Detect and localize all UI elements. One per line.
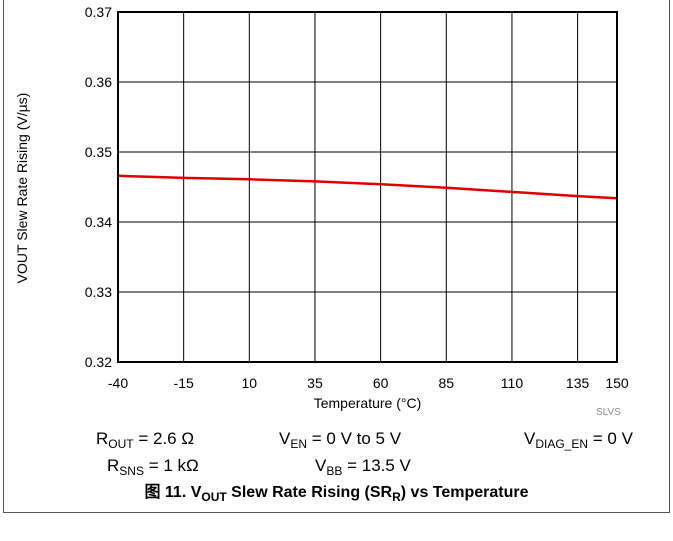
condition-vdiag-value: = 0 V [588, 429, 633, 448]
plot-area-frame [117, 11, 618, 363]
condition-rsns-subscript: SNS [119, 464, 144, 478]
condition-rout-subscript: OUT [108, 437, 134, 451]
condition-vbb-symbol: V [315, 456, 327, 475]
condition-ven: VEN = 0 V to 5 V [279, 429, 402, 451]
chart-canvas: 0.32 0.33 0.34 0.35 0.36 0.37 -40 -15 10 35 60 85 1… [85, 4, 629, 411]
y-tick-label: 0.32 [85, 354, 112, 370]
y-tick-label: 0.36 [85, 74, 112, 90]
condition-ven-subscript: EN [290, 437, 308, 451]
x-tick-labels: -40 -15 10 35 60 85 110 135 150 [108, 375, 629, 391]
y-tick-label: 0.34 [85, 214, 112, 230]
x-tick-label: -15 [174, 375, 194, 391]
caption-subscript-out: OUT [201, 490, 227, 504]
condition-rout-value: = 2.6 Ω [133, 429, 195, 448]
x-tick-label: -40 [108, 375, 128, 391]
x-tick-label: 35 [307, 375, 323, 391]
caption-suffix: ) vs Temperature [400, 484, 529, 501]
x-tick-label: 60 [373, 375, 389, 391]
figure-frame-right [669, 0, 670, 513]
x-tick-label: 135 [566, 375, 590, 391]
condition-rsns-symbol: R [107, 456, 120, 475]
chart-grid [118, 12, 617, 362]
condition-vdiag-subscript: DIAG_EN [535, 437, 589, 451]
condition-rsns: RSNS = 1 kΩ [107, 456, 199, 478]
y-axis-label: VOUT Slew Rate Rising (V/µs) [14, 92, 30, 284]
caption-subscript-r: R [392, 490, 401, 504]
condition-rout: ROUT = 2.6 Ω [96, 429, 195, 451]
condition-ven-value: = 0 V to 5 V [307, 429, 402, 448]
condition-rsns-value: = 1 kΩ [143, 456, 199, 475]
x-tick-label: 110 [501, 375, 524, 391]
y-tick-labels: 0.32 0.33 0.34 0.35 0.36 0.37 [85, 4, 112, 370]
figure-frame-bottom [3, 512, 670, 513]
condition-vdiag-symbol: V [524, 429, 536, 448]
x-tick-label: 150 [605, 375, 629, 391]
condition-vbb-subscript: BB [326, 464, 343, 478]
condition-vdiag: VDIAG_EN = 0 V [524, 429, 633, 451]
condition-vbb: VBB = 13.5 V [315, 456, 411, 478]
x-axis-label: Temperature (°C) [314, 395, 422, 411]
series-line-1 [117, 174, 618, 200]
y-tick-label: 0.37 [85, 4, 112, 20]
y-tick-label: 0.33 [85, 284, 112, 300]
condition-rout-symbol: R [96, 429, 109, 448]
x-tick-label: 85 [439, 375, 455, 391]
condition-ven-symbol: V [279, 429, 291, 448]
condition-vbb-value: = 13.5 V [342, 456, 411, 475]
figure-caption: 图 11. VOUT Slew Rate Rising (SRR) vs Tem… [0, 478, 673, 504]
chart-series-group [117, 174, 618, 200]
caption-prefix: 图 11. V [144, 484, 202, 501]
figure-frame-left [3, 0, 4, 513]
x-tick-label: 10 [242, 375, 258, 391]
y-tick-label: 0.35 [85, 144, 112, 160]
caption-middle: Slew Rate Rising (SR [226, 484, 393, 501]
watermark-text: SLVS [596, 407, 621, 418]
